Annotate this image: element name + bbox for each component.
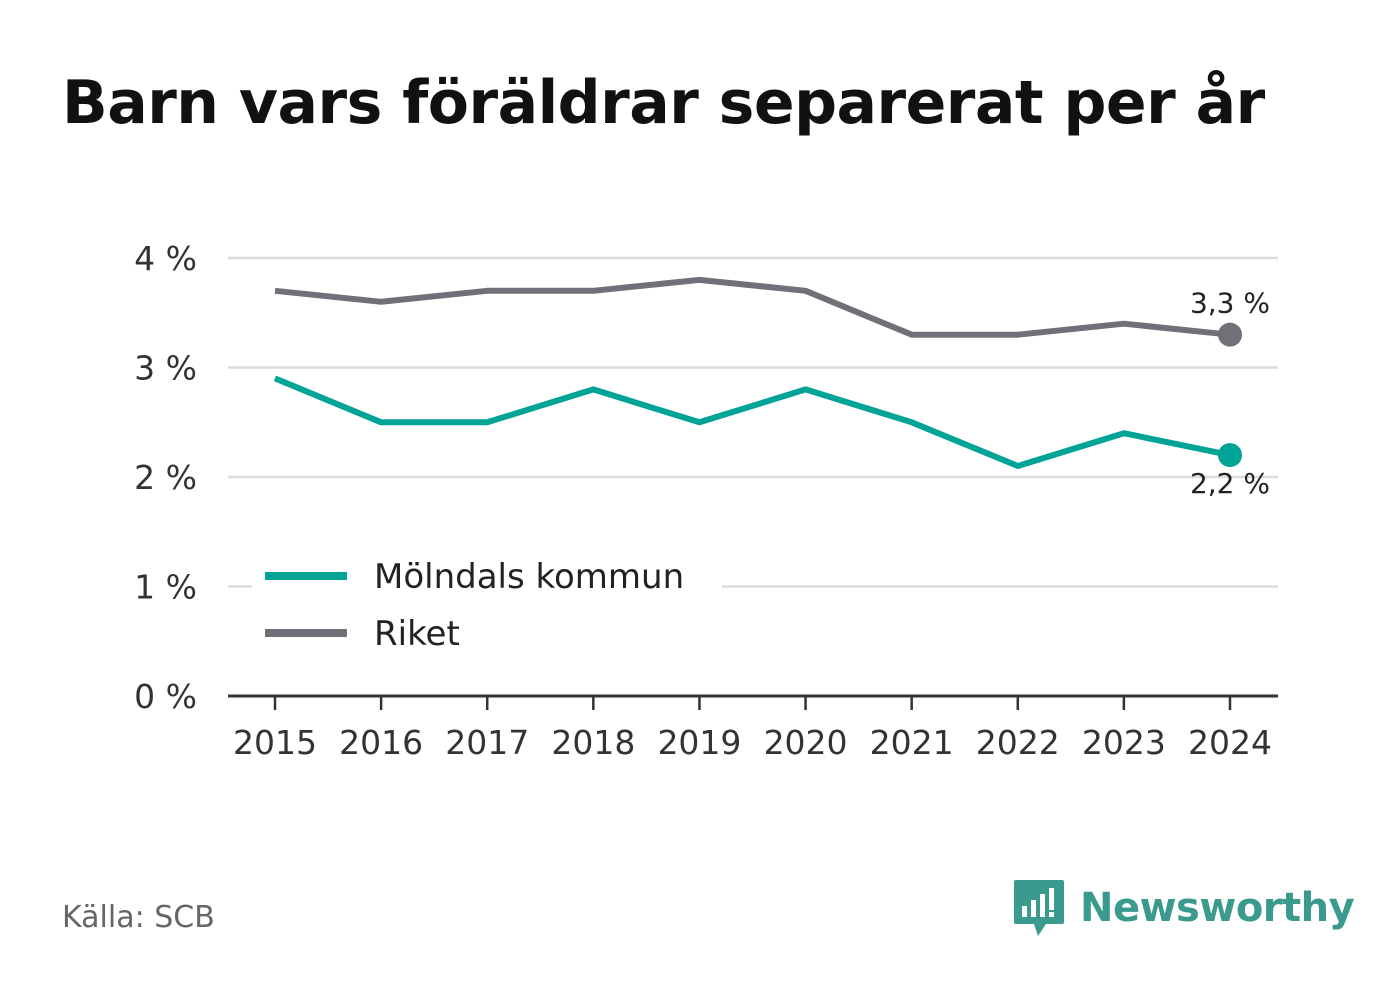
- x-tick-label: 2019: [657, 723, 741, 762]
- x-tick-label: 2021: [870, 723, 954, 762]
- chart-title: Barn vars föräldrar separerat per år: [62, 68, 1265, 138]
- end-value-label: 2,2 %: [1190, 467, 1270, 500]
- newsworthy-logo-icon: [1014, 880, 1064, 936]
- axis-layer: 0 % 1 % 2 % 3 % 4 % 2015 2016 2017 2018 2019 2020 2…: [134, 239, 1278, 762]
- x-tick-label: 2024: [1188, 723, 1272, 762]
- y-tick-label: 1 %: [134, 568, 197, 607]
- x-tick-label: 2018: [551, 723, 635, 762]
- brand-name: Newsworthy: [1080, 885, 1355, 931]
- legend: Mölndals kommun Riket: [252, 548, 722, 668]
- end-labels: 2,2 % 3,3 %: [1190, 287, 1270, 500]
- series-layer: [273, 276, 1242, 469]
- x-tick-label: 2017: [445, 723, 529, 762]
- brand-logo: Newsworthy: [1012, 878, 1355, 938]
- y-tick-label: 2 %: [134, 458, 197, 497]
- series-line: [274, 276, 1231, 338]
- end-value-label: 3,3 %: [1190, 287, 1270, 320]
- series-end-point: [1218, 443, 1242, 468]
- legend-background: [252, 548, 722, 668]
- x-tick-label: 2020: [764, 723, 848, 762]
- y-tick-label: 0 %: [134, 677, 197, 716]
- legend-label: Riket: [374, 614, 460, 654]
- y-tick-label: 3 %: [134, 349, 197, 388]
- y-tick-label: 4 %: [134, 239, 197, 278]
- x-tick-label: 2016: [339, 723, 423, 762]
- x-tick-label: 2015: [233, 723, 317, 762]
- source-note: Källa: SCB: [62, 900, 215, 935]
- x-tick-label: 2022: [976, 723, 1060, 762]
- x-tick-label: 2023: [1082, 723, 1166, 762]
- series-end-point: [1218, 322, 1242, 347]
- legend-label: Mölndals kommun: [374, 557, 684, 597]
- series-line: [273, 375, 1231, 469]
